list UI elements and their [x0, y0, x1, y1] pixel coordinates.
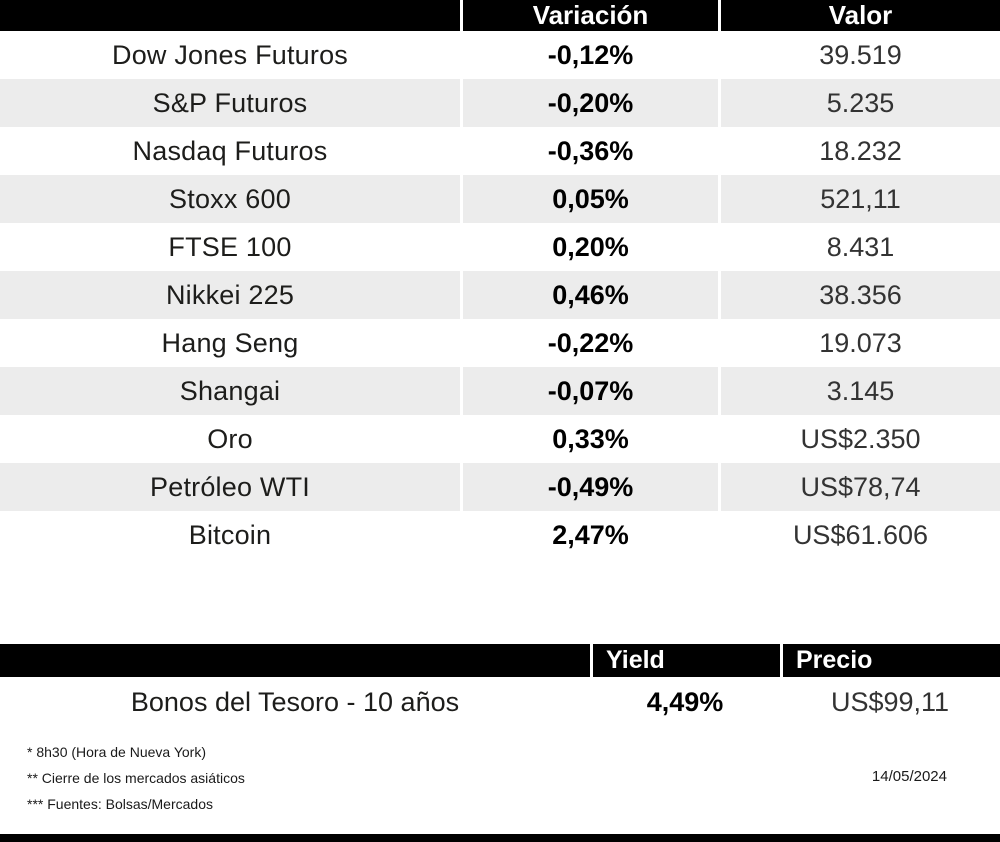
table-row: Bonos del Tesoro - 10 años 4,49% US$99,1…: [0, 677, 1000, 727]
row-value: 521,11: [718, 175, 1000, 223]
table-row: Nasdaq Futuros -0,36% 18.232: [0, 127, 1000, 175]
table-row: Oro 0,33% US$2.350: [0, 415, 1000, 463]
date-stamp: 14/05/2024: [871, 768, 947, 785]
row-variation: 0,05%: [460, 175, 718, 223]
row-variation: -0,07%: [460, 367, 718, 415]
row-yield: 4,49%: [646, 686, 724, 717]
markets-table: Variación Valor Dow Jones Futuros -0,12%…: [0, 0, 1000, 559]
row-name: Nasdaq Futuros: [132, 135, 328, 166]
table-row: Bitcoin 2,47% US$61.606: [0, 511, 1000, 559]
row-variation: -0,49%: [460, 463, 718, 511]
row-name: S&P Futuros: [152, 87, 308, 118]
row-name: Nikkei 225: [165, 279, 295, 310]
bonds-header-price: Precio: [780, 644, 1000, 677]
row-value: 18.232: [718, 127, 1000, 175]
row-value: 3.145: [718, 367, 1000, 415]
row-variation: 2,47%: [460, 511, 718, 559]
table-row: S&P Futuros -0,20% 5.235: [0, 79, 1000, 127]
footnote-line: * 8h30 (Hora de Nueva York): [27, 744, 206, 760]
row-variation: 0,33%: [460, 415, 718, 463]
row-name: FTSE 100: [168, 231, 292, 262]
row-name: Shangai: [179, 375, 281, 406]
row-variation: 0,46%: [460, 271, 718, 319]
row-variation: -0,20%: [460, 79, 718, 127]
row-variation: -0,22%: [460, 319, 718, 367]
table-row: Dow Jones Futuros -0,12% 39.519: [0, 31, 1000, 79]
row-value: US$2.350: [718, 415, 1000, 463]
row-name: Bitcoin: [188, 519, 272, 550]
row-price: US$99,11: [830, 686, 950, 717]
markets-table-header: Variación Valor: [0, 0, 1000, 31]
row-name: Bonos del Tesoro - 10 años: [130, 686, 460, 717]
row-variation: -0,12%: [460, 31, 718, 79]
bonds-header-yield: Yield: [590, 644, 780, 677]
markets-header-variation: Variación: [460, 0, 718, 31]
footnote-line: *** Fuentes: Bolsas/Mercados: [27, 796, 213, 812]
row-name: Petróleo WTI: [150, 471, 310, 502]
row-name: Dow Jones Futuros: [112, 39, 348, 70]
bonds-table: Yield Precio Bonos del Tesoro - 10 años …: [0, 644, 1000, 727]
row-name: Hang Seng: [161, 327, 299, 358]
row-value: 38.356: [718, 271, 1000, 319]
table-row: Nikkei 225 0,46% 38.356: [0, 271, 1000, 319]
footnote-line: ** Cierre de los mercados asiáticos: [27, 770, 245, 786]
table-row: Shangai -0,07% 3.145: [0, 367, 1000, 415]
markets-header-value: Valor: [718, 0, 1000, 31]
row-value: 19.073: [718, 319, 1000, 367]
row-value: US$78,74: [718, 463, 1000, 511]
table-row: Petróleo WTI -0,49% US$78,74: [0, 463, 1000, 511]
table-row: Hang Seng -0,22% 19.073: [0, 319, 1000, 367]
footnotes: * 8h30 (Hora de Nueva York) ** Cierre de…: [0, 739, 1000, 817]
markets-header-empty: [0, 0, 460, 31]
row-name: Stoxx 600: [169, 183, 291, 214]
table-row: Stoxx 600 0,05% 521,11: [0, 175, 1000, 223]
row-variation: 0,20%: [460, 223, 718, 271]
row-value: 5.235: [718, 79, 1000, 127]
row-variation: -0,36%: [460, 127, 718, 175]
bottom-divider-bar: [0, 834, 1000, 842]
bonds-table-header: Yield Precio: [0, 644, 1000, 677]
row-value: 8.431: [718, 223, 1000, 271]
table-row: FTSE 100 0,20% 8.431: [0, 223, 1000, 271]
row-name: Oro: [207, 423, 253, 454]
row-value: 39.519: [718, 31, 1000, 79]
row-value: US$61.606: [718, 511, 1000, 559]
bonds-header-empty: [0, 644, 590, 677]
